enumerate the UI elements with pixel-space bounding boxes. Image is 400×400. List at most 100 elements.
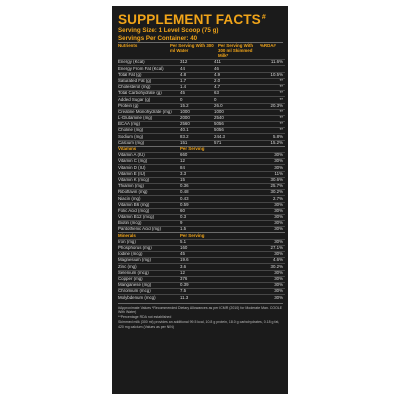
cell-col1: 83.2 — [180, 133, 214, 141]
cell-col1: 7.5 — [180, 288, 214, 295]
cell-col3: 30% — [258, 158, 285, 165]
cell-col1: 1.4 — [180, 83, 214, 91]
cell-col0: Vitamin C (mg) — [118, 158, 180, 165]
cell-col3: 30% — [258, 238, 285, 246]
cell-col0: Creatine Monohydrate (mg) — [118, 108, 180, 116]
cell-col3: 30% — [258, 250, 285, 258]
cell-col0: Selenium (mcg) — [118, 269, 180, 277]
cell-col0: L-Glutamine (mg) — [118, 114, 180, 122]
mineral-row: Phosphorus (mg) 160 27.1% — [118, 244, 285, 252]
title-mark: # — [261, 14, 266, 21]
nutrient-row: Creatine Monohydrate (mg) 1000 1000 ** — [118, 108, 285, 116]
cell-col0: Thiamin (mg) — [118, 182, 180, 190]
cell-col2 — [214, 244, 258, 252]
cell-col1: 312 — [180, 59, 214, 66]
cell-col0: Protein (g) — [118, 102, 180, 110]
mineral-row: Molybdenum (mcg) 11.3 30% — [118, 294, 285, 301]
nutrient-row: Added Sugar (g) 0 0 ** — [118, 96, 285, 103]
cell-col3: 30% — [258, 288, 285, 295]
cell-col1: 660 — [180, 151, 214, 159]
cell-col2: 63 — [214, 90, 258, 97]
vitamin-row: Vitamin B12 (mcg) 0.3 30% — [118, 213, 285, 221]
cell-col2 — [214, 164, 258, 172]
cell-col3: 30% — [258, 213, 285, 221]
cell-col0: Calcium (mg) — [118, 139, 180, 147]
nutrient-row: Sodium (mg) 83.2 244.3 5.8% — [118, 133, 285, 141]
cell-col1: 45 — [180, 250, 214, 258]
cell-col0: Choline (mg) — [118, 127, 180, 134]
serving-size: Serving Size: 1 Level Scoop (75 g) — [118, 27, 219, 34]
cell-col0: Energy (Kcal) — [118, 59, 180, 66]
cell-col1: 2000 — [180, 114, 214, 122]
minerals-column-heading: Per Serving — [180, 232, 285, 240]
footnotes: #Approximate Values *Recommended Dietary… — [118, 302, 283, 329]
minerals-section-header: Minerals Per Serving — [118, 232, 285, 240]
cell-col3: ** — [258, 90, 285, 97]
cell-col2 — [214, 189, 258, 196]
cell-col0: Cholesterol (mg) — [118, 83, 180, 91]
cell-col2: 5056 — [214, 127, 258, 134]
footnote-text: **Percentage RDA not established — [118, 315, 172, 320]
vitamin-row: Vitamin E (IU) 3.3 11% — [118, 170, 285, 178]
cell-col3: 30% — [258, 226, 285, 233]
cell-col3: 11.6% — [258, 59, 285, 66]
cell-col1: 45 — [180, 90, 214, 97]
nutrient-row: L-Glutamine (mg) 2000 2540 ** — [118, 114, 285, 122]
cell-col2 — [214, 201, 258, 209]
panel-title: SUPPLEMENT FACTS# — [118, 10, 283, 27]
cell-col0: Saturated Fat (g) — [118, 77, 180, 85]
cell-col2 — [214, 257, 258, 264]
cell-col0: Phosphorus (mg) — [118, 244, 180, 252]
cell-col3: 30% — [258, 201, 285, 209]
cell-col1: 11.3 — [180, 294, 214, 301]
cell-col2 — [214, 288, 258, 295]
vitamin-row: Thiamin (mg) 0.36 25.7% — [118, 182, 285, 190]
cell-col0: BCAA (mg) — [118, 121, 180, 128]
header-nutrients: Nutrients — [118, 43, 138, 49]
cell-col1: 5.1 — [180, 238, 214, 246]
footnote-text: #Approximate Values *Recommended Dietary… — [118, 305, 283, 314]
cell-col2: 46 — [214, 65, 258, 73]
cell-col1: 1000 — [180, 108, 214, 116]
cell-col2 — [214, 207, 258, 215]
cell-col3: 2.7% — [258, 195, 285, 202]
title-text: SUPPLEMENT FACTS — [118, 12, 261, 27]
nutrient-row: BCAA (mg) 2560 5056 ** — [118, 121, 285, 128]
vitamins-heading: Vitamins — [118, 145, 180, 153]
cell-col0: Vitamin E (IU) — [118, 170, 180, 178]
cell-col2 — [214, 238, 258, 246]
header-rule — [118, 42, 283, 44]
cell-col3: 30.6% — [258, 176, 285, 184]
cell-col2: 5056 — [214, 121, 258, 128]
cell-col1: 4.8 — [180, 71, 214, 79]
vitamin-row: Folic Acid (mcg) 60 30% — [118, 207, 285, 215]
cell-col0: Iodine (mcg) — [118, 250, 180, 258]
cell-col1: 12 — [180, 269, 214, 277]
cell-col2 — [214, 158, 258, 165]
cell-col3: ** — [258, 96, 285, 103]
cell-col1: 40.1 — [180, 127, 214, 134]
cell-col2: 0 — [214, 96, 258, 103]
mineral-row: Manganese (mg) 0.39 30% — [118, 281, 285, 289]
cell-col2 — [214, 220, 258, 227]
cell-col3: 25.7% — [258, 182, 285, 190]
cell-col3: 30% — [258, 275, 285, 283]
cell-col0: Iron (mg) — [118, 238, 180, 246]
cell-col3: ** — [258, 121, 285, 128]
cell-col1: 1.7 — [180, 77, 214, 85]
mineral-row: Selenium (mcg) 12 30% — [118, 269, 285, 277]
cell-col2: 4.7 — [214, 83, 258, 91]
cell-col3: ** — [258, 83, 285, 91]
cell-col0: Energy From Fat (Kcal) — [118, 65, 180, 73]
mineral-row: Iron (mg) 5.1 30% — [118, 238, 285, 246]
cell-col3: 30% — [258, 220, 285, 227]
cell-col1: 15.2 — [180, 102, 214, 110]
facts-table: Energy (Kcal) 312 411 11.6% Energy From Fat … — [118, 59, 285, 301]
cell-col1: 12 — [180, 158, 214, 165]
cell-col3: 30% — [258, 269, 285, 277]
cell-col2 — [214, 294, 258, 301]
cell-col1: 0.36 — [180, 182, 214, 190]
cell-col0: Sodium (mg) — [118, 133, 180, 141]
cell-col1: 0.3 — [180, 213, 214, 221]
nutrient-row: Protein (g) 15.2 26.0 20.3% — [118, 102, 285, 110]
